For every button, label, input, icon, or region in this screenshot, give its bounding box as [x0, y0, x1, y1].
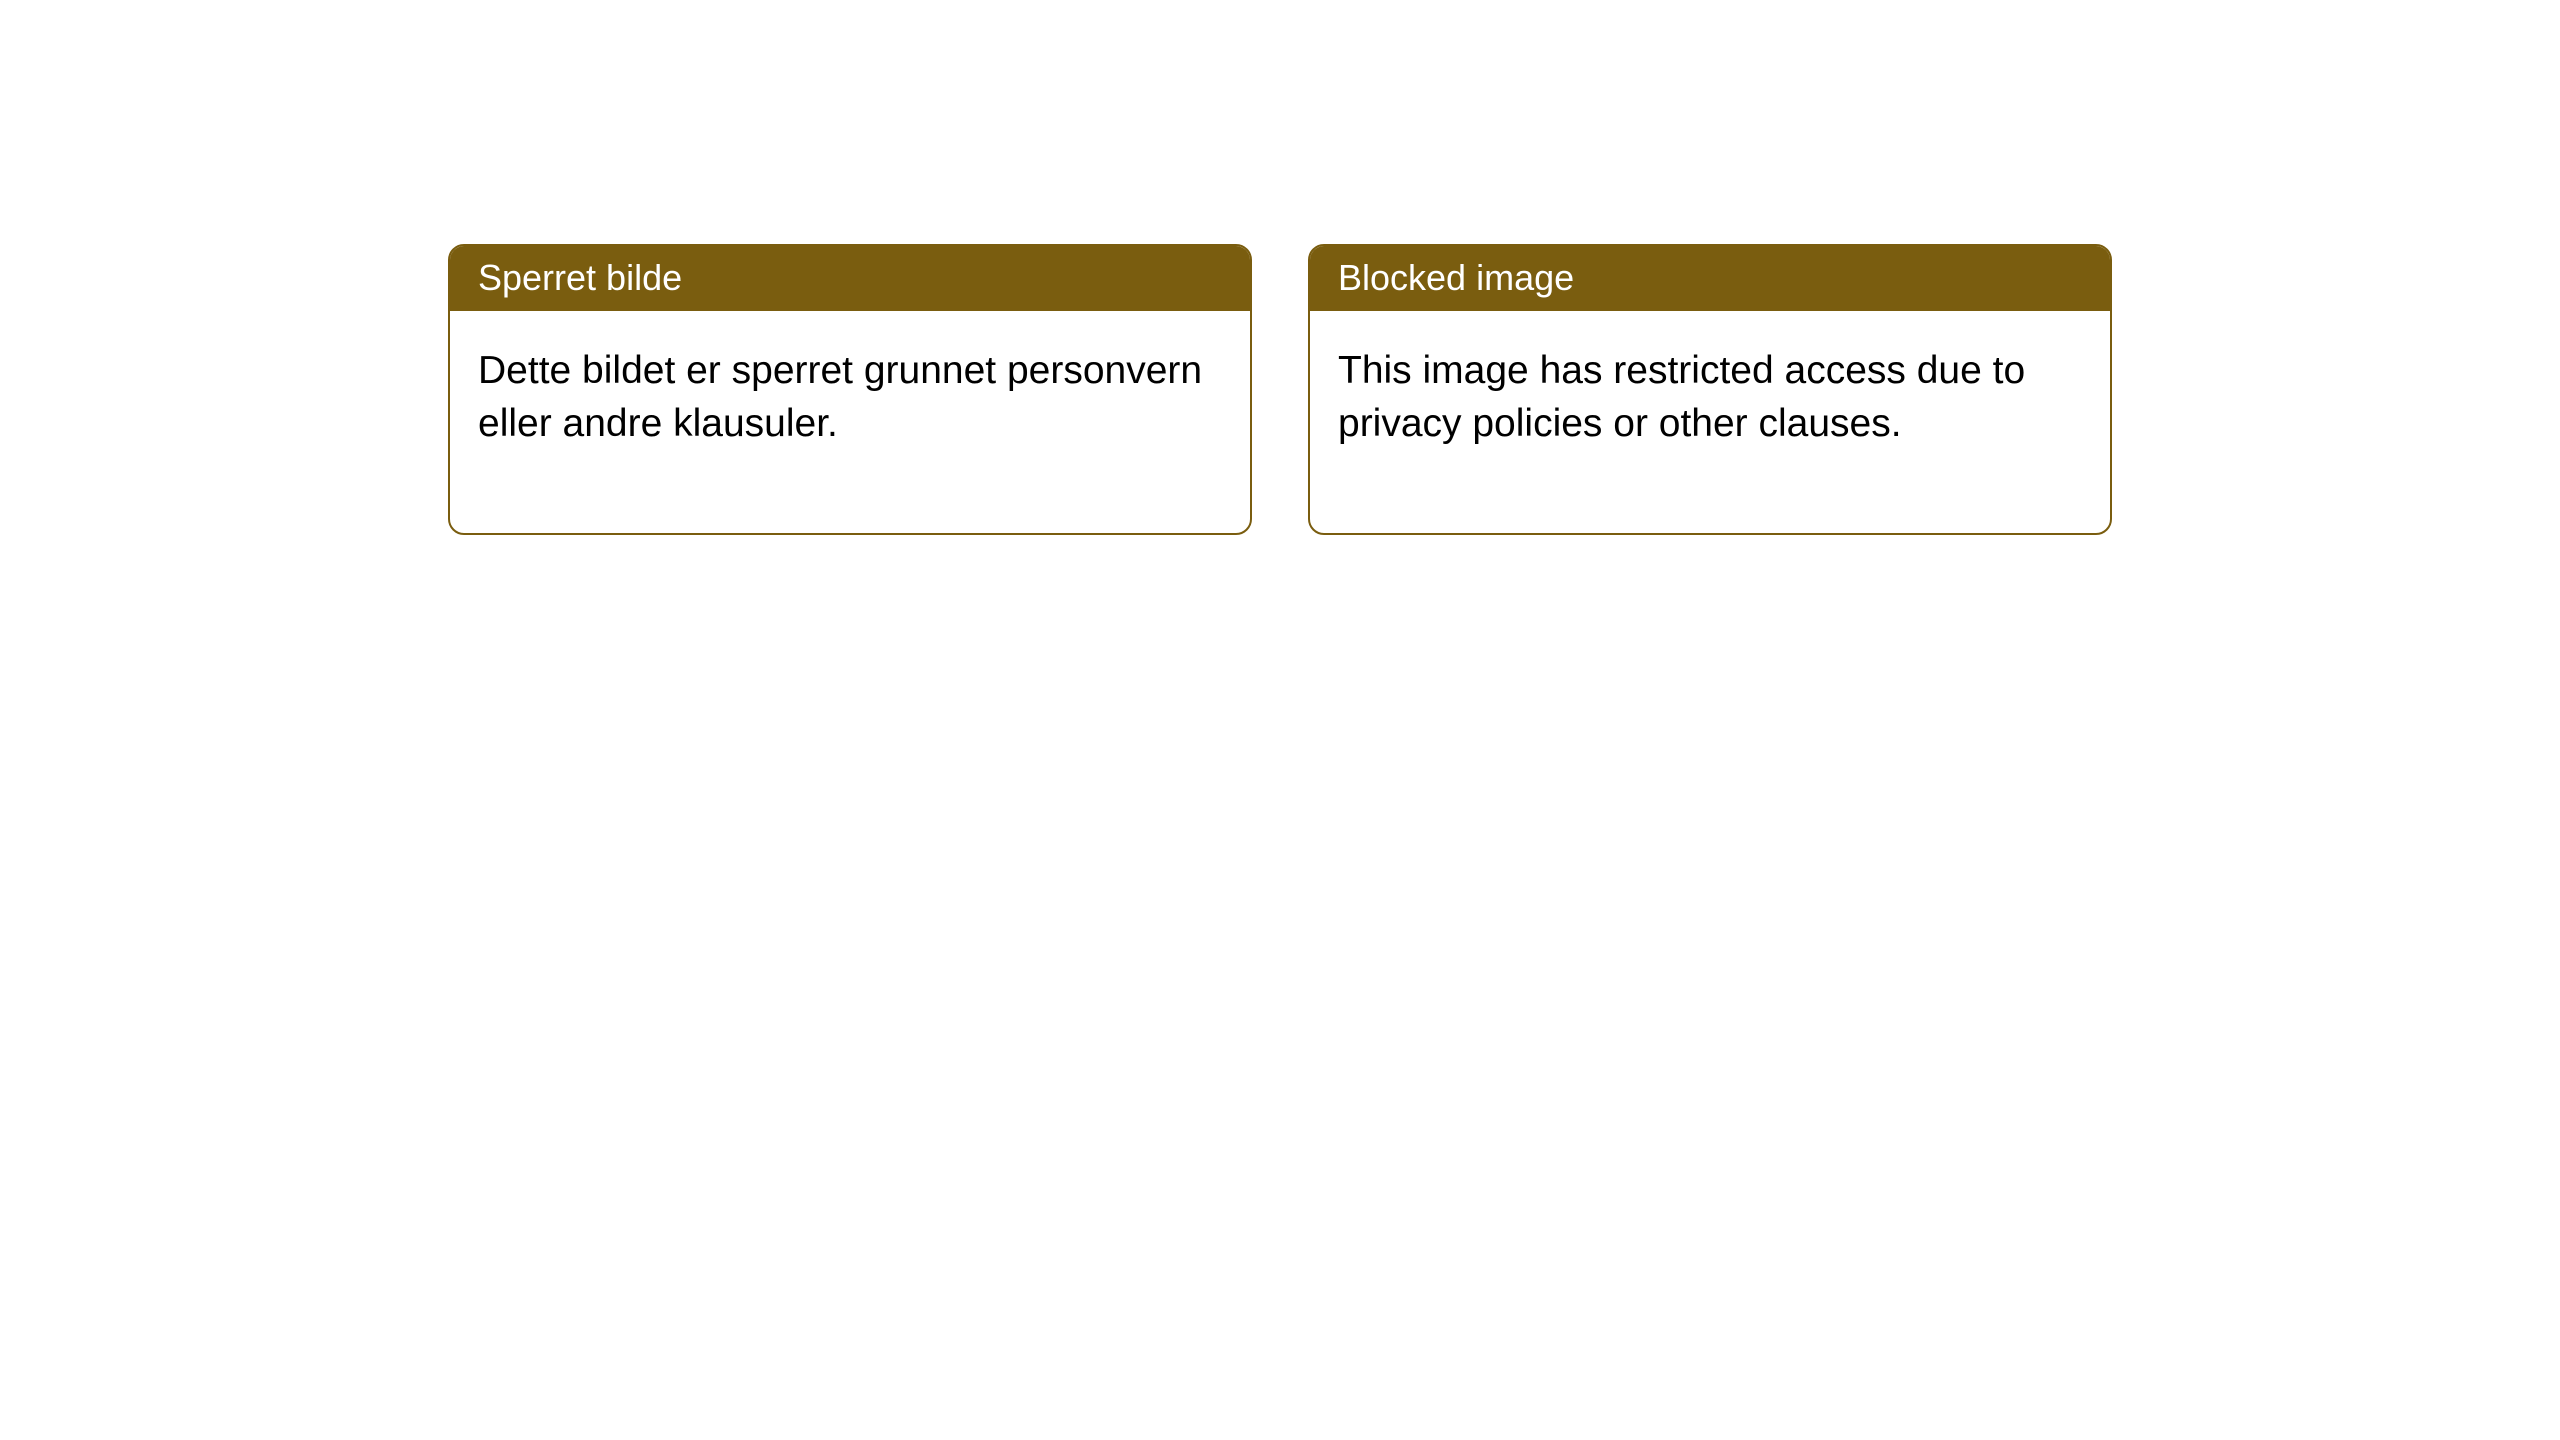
notice-container: Sperret bilde Dette bildet er sperret gr… [448, 244, 2112, 535]
notice-title: Blocked image [1338, 257, 1574, 298]
notice-body: This image has restricted access due to … [1310, 311, 2110, 533]
notice-body: Dette bildet er sperret grunnet personve… [450, 311, 1250, 533]
notice-card-norwegian: Sperret bilde Dette bildet er sperret gr… [448, 244, 1252, 535]
notice-card-english: Blocked image This image has restricted … [1308, 244, 2112, 535]
notice-header: Blocked image [1310, 246, 2110, 311]
notice-title: Sperret bilde [478, 257, 682, 298]
notice-message: Dette bildet er sperret grunnet personve… [478, 349, 1202, 445]
notice-header: Sperret bilde [450, 246, 1250, 311]
notice-message: This image has restricted access due to … [1338, 349, 2025, 445]
